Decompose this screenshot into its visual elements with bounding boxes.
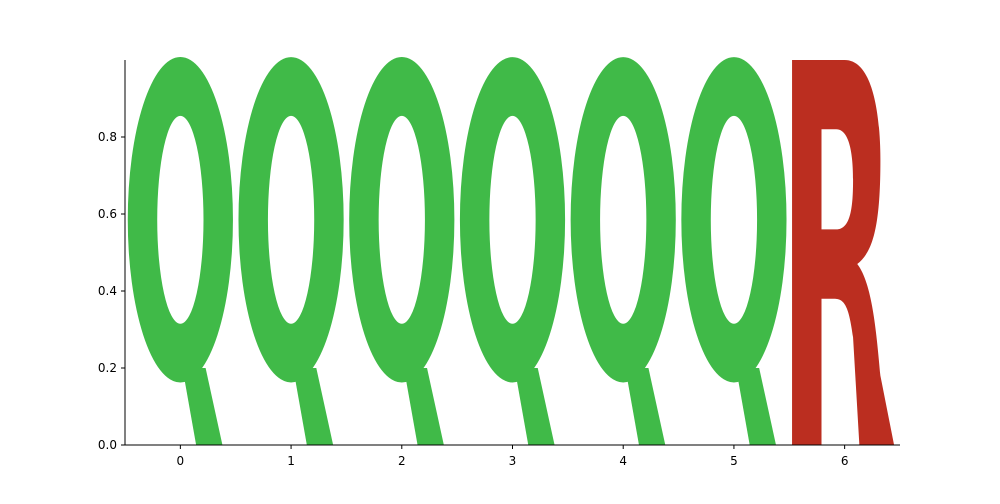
x-tick-label: 3 [509,454,517,468]
letters-layer [127,57,895,445]
logo-letter-r-pos-6 [792,60,895,445]
logo-letter-q-pos-1 [238,57,344,445]
y-tick-label: 0.4 [98,284,117,298]
y-tick-label: 0.8 [98,130,117,144]
x-tick-label: 6 [841,454,849,468]
axes-layer: 0 1 2 3 4 5 6 0.0 0.2 0.4 0.6 0.8 [98,60,900,468]
x-tick-label: 1 [287,454,295,468]
x-tick-label: 4 [619,454,627,468]
logo-letter-q-pos-3 [459,57,566,445]
x-tick-label: 2 [398,454,406,468]
logo-letter-q-pos-2 [349,57,455,445]
x-tick-label: 0 [177,454,185,468]
logo-letter-q-pos-5 [681,57,787,445]
logo-letter-q-pos-4 [570,57,676,445]
y-tick-label: 0.6 [98,207,117,221]
y-tick-label: 0.0 [98,438,117,452]
y-tick-label: 0.2 [98,361,117,375]
x-tick-label: 5 [730,454,738,468]
logo-letter-q-pos-0 [127,57,233,445]
